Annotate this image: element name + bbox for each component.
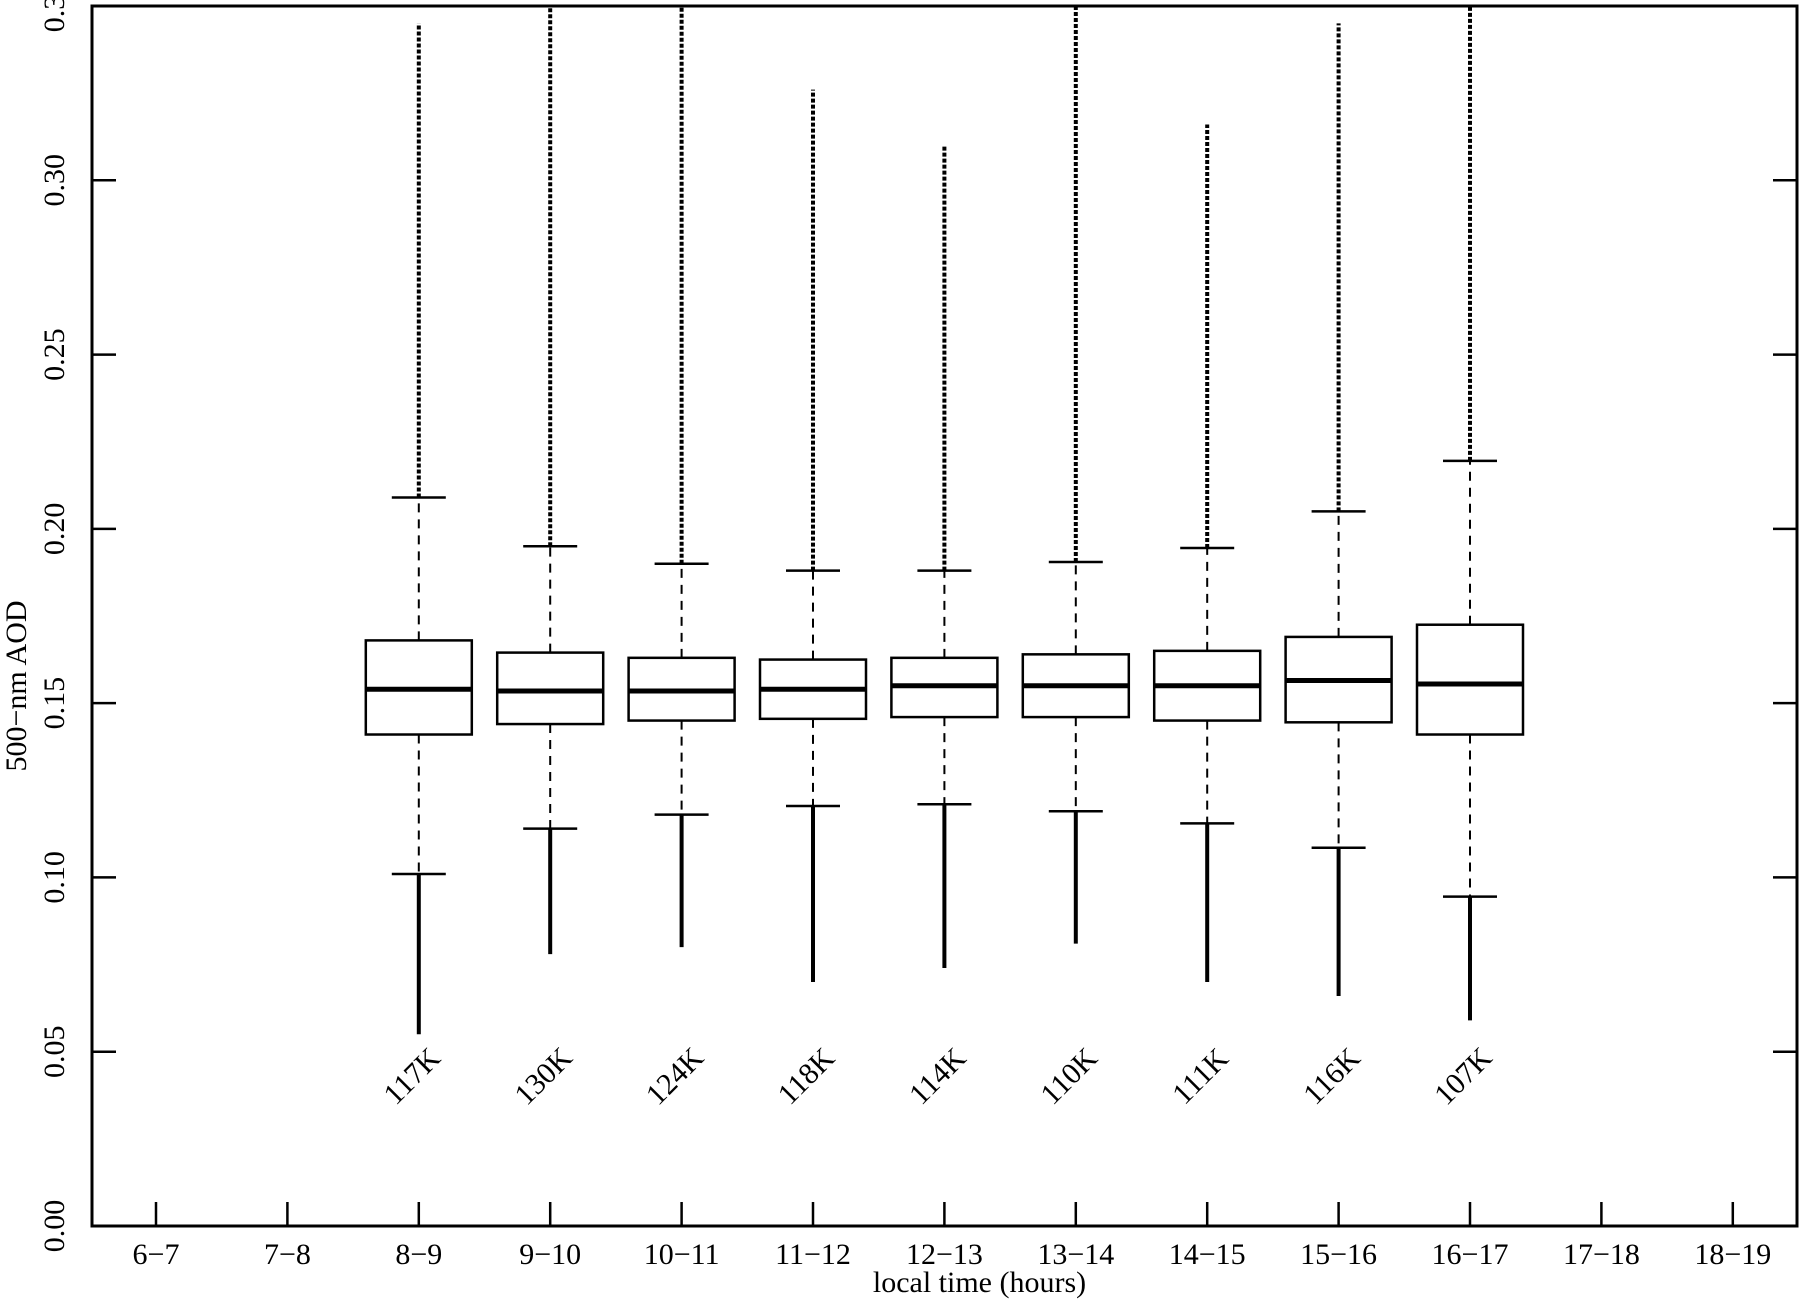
box-10−11 (627, 6, 736, 948)
count-labels: 117K 130K 124K 118K 114K 110K 111K 116K 107K (377, 1041, 1499, 1112)
count-label: 130K (508, 1041, 579, 1112)
x-tick-label: 6−7 (133, 1238, 180, 1271)
box-16−17 (1415, 6, 1525, 1021)
count-label: 124K (640, 1041, 711, 1112)
x-tick-label: 16−17 (1432, 1238, 1509, 1271)
box-series (364, 6, 1525, 1035)
x-tick-label: 12−13 (906, 1238, 983, 1271)
box-9−10 (495, 6, 605, 955)
x-tick-label: 8−9 (395, 1238, 442, 1271)
x-tick-label: 11−12 (775, 1238, 851, 1271)
x-tick-label: 9−10 (519, 1238, 581, 1271)
y-axis-title: 500−nm AOD (0, 600, 33, 771)
count-label: 117K (377, 1041, 447, 1111)
y-axis: 0.00 0.05 0.10 0.15 0.20 0.25 0.30 0.35 (38, 0, 1797, 1252)
x-tick-label: 14−15 (1169, 1238, 1246, 1271)
count-label: 116K (1297, 1041, 1367, 1111)
count-label: 118K (771, 1041, 841, 1111)
box-iqr (495, 651, 605, 726)
y-tick-label: 0.00 (38, 1200, 71, 1253)
box-14−15 (1152, 124, 1262, 982)
y-tick-label: 0.20 (38, 503, 71, 556)
x-axis-title: local time (hours) (873, 1266, 1086, 1299)
box-13−14 (1021, 6, 1131, 944)
x-tick-label: 13−14 (1037, 1238, 1114, 1271)
box-15−16 (1284, 23, 1393, 996)
y-tick-label: 0.15 (38, 677, 71, 730)
box-8−9 (364, 23, 474, 1035)
count-label: 110K (1034, 1041, 1104, 1111)
x-tick-label: 18−19 (1694, 1238, 1771, 1271)
x-tick-label: 17−18 (1563, 1238, 1640, 1271)
x-axis: 6−7 7−8 8−9 9−10 10−11 11−12 12−13 13−14 14−15 15… (133, 1202, 1771, 1271)
y-tick-label: 0.05 (38, 1025, 71, 1078)
x-tick-label: 7−8 (264, 1238, 311, 1271)
count-label: 111K (1166, 1042, 1235, 1111)
y-tick-label: 0.10 (38, 851, 71, 904)
count-label: 114K (903, 1041, 973, 1111)
box-12−13 (890, 145, 999, 969)
count-label: 107K (1428, 1041, 1499, 1112)
y-tick-label: 0.30 (38, 154, 71, 207)
box-iqr (1415, 623, 1525, 736)
x-tick-label: 15−16 (1300, 1238, 1377, 1271)
box-11−12 (758, 89, 868, 982)
y-tick-label: 0.35 (38, 0, 71, 32)
x-tick-label: 10−11 (644, 1238, 720, 1271)
y-tick-label: 0.25 (38, 328, 71, 381)
